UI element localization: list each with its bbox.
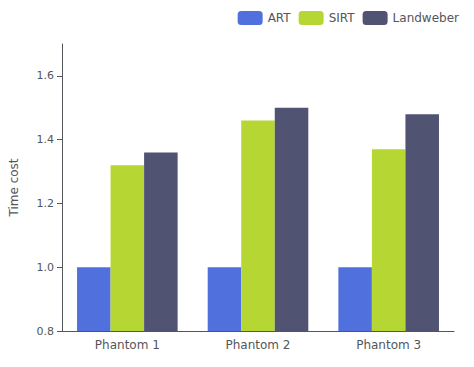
svg-text:1.2: 1.2 — [37, 197, 55, 210]
svg-text:1.6: 1.6 — [37, 69, 55, 82]
svg-text:Phantom 3: Phantom 3 — [356, 338, 421, 352]
svg-text:Phantom 1: Phantom 1 — [95, 338, 160, 352]
svg-text:1.4: 1.4 — [37, 133, 55, 146]
svg-text:Phantom 2: Phantom 2 — [226, 338, 291, 352]
svg-text:ART: ART — [268, 11, 292, 25]
svg-text:Time cost: Time cost — [7, 158, 21, 217]
svg-text:SIRT: SIRT — [329, 11, 356, 25]
svg-text:0.8: 0.8 — [37, 325, 55, 338]
svg-text:Landweber: Landweber — [393, 11, 459, 25]
svg-text:1.0: 1.0 — [37, 261, 55, 274]
